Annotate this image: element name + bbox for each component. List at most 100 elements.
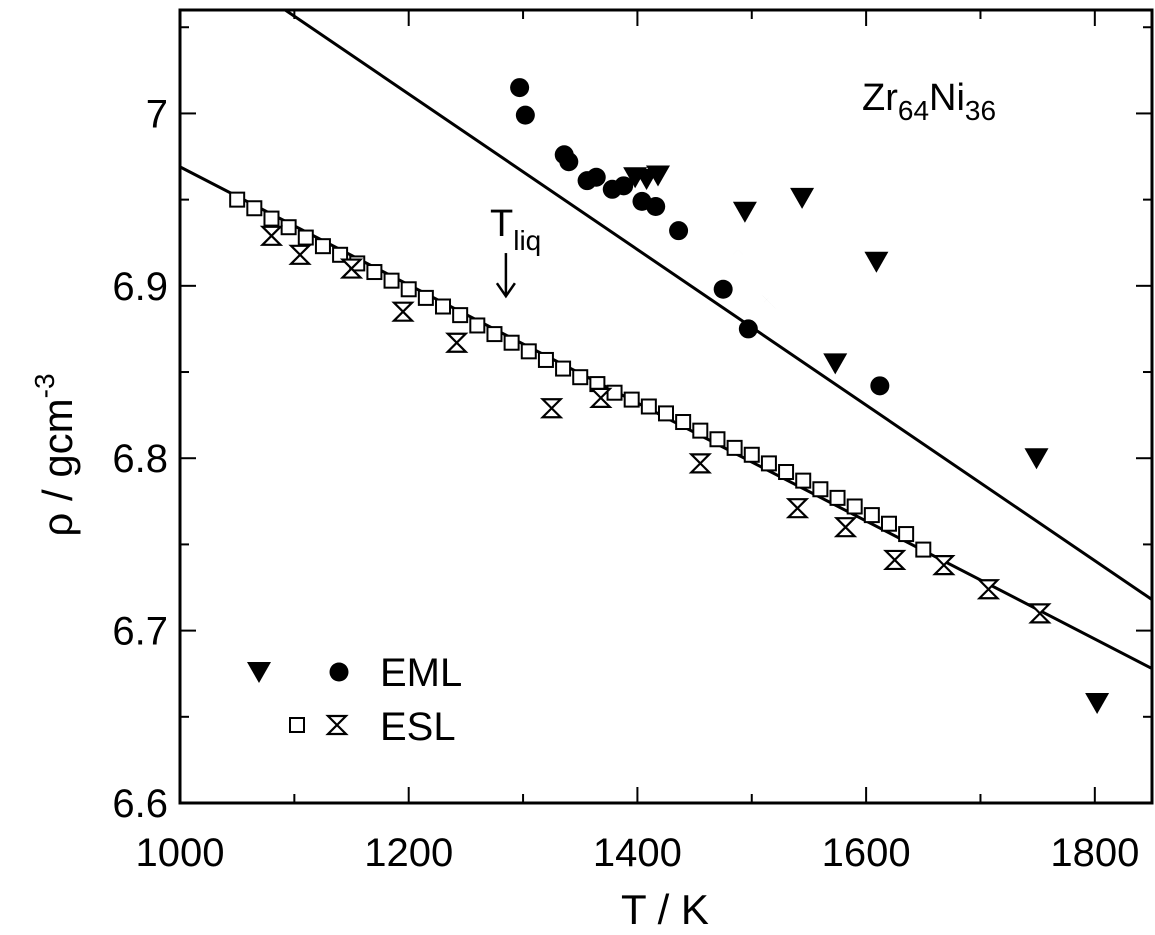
data-point-hourglass-open <box>1028 603 1052 624</box>
legend-marker-circle <box>329 662 349 682</box>
data-point-triangle-down <box>1024 448 1049 470</box>
data-point-hourglass-open <box>445 332 469 353</box>
data-point-square-open <box>555 360 572 377</box>
data-point-bowtie <box>651 283 670 302</box>
tliq-label: Tliq <box>490 203 541 256</box>
axis-ticks: 1000 1200 1400 1600 1800 6.6 6.7 6.8 6.9 7 <box>112 10 1152 875</box>
data-point-circle <box>646 197 666 217</box>
data-point-square-open <box>692 422 709 439</box>
data-point-square-open <box>760 455 777 472</box>
legend-eml-markers <box>247 662 349 683</box>
data-point-hourglass-open <box>339 258 364 279</box>
data-point-bowtie <box>687 226 706 245</box>
data-point-bowtie <box>729 240 748 259</box>
data-point-triangle-down <box>645 165 670 187</box>
data-point-square-open <box>572 369 589 386</box>
y-axis-label: ρ / gcm-3 <box>29 373 81 536</box>
data-point-square-open <box>623 391 640 408</box>
y-tick-label: 6.6 <box>112 782 168 826</box>
data-point-circle <box>870 376 890 396</box>
data-point-square-open <box>452 307 469 324</box>
data-point-square-open <box>314 238 331 255</box>
data-point-bowtie <box>757 290 776 309</box>
data-point-circle <box>738 319 758 339</box>
data-point-hourglass-open <box>288 244 312 265</box>
legend-marker-hourglass-open <box>325 714 349 736</box>
data-point-square-open <box>297 229 314 246</box>
x-tick-label: 1200 <box>364 831 453 875</box>
data-point-hourglass-open <box>259 225 284 246</box>
data-point-square-open <box>726 439 743 456</box>
data-point-square-open <box>366 264 383 281</box>
data-point-square-open <box>880 515 897 532</box>
data-point-hourglass-open <box>589 387 613 408</box>
data-point-circle <box>669 221 689 241</box>
data-point-square-open <box>863 507 880 524</box>
data-point-square-open <box>778 464 795 481</box>
data-point-circle <box>559 152 579 172</box>
plot-frame <box>178 8 1154 805</box>
data-point-triangle-down <box>790 187 815 209</box>
data-point-square-open <box>743 446 760 463</box>
y-tick-label: 6.8 <box>112 437 168 481</box>
data-point-square-open <box>417 289 434 306</box>
y-tick-label: 7 <box>146 92 168 136</box>
legend-marker-square-open <box>289 717 305 733</box>
legend-marker-bowtie <box>290 663 308 681</box>
data-point-bowtie <box>857 414 876 433</box>
data-point-square-open <box>520 343 537 360</box>
legend-esl-markers <box>289 714 349 736</box>
legend-eml-label: EML <box>380 651 462 695</box>
data-point-square-open <box>435 298 452 315</box>
data-point-triangle-down <box>823 353 848 375</box>
data-point-square-open <box>469 317 486 334</box>
data-point-circle <box>614 176 634 196</box>
data-point-bowtie <box>732 290 751 309</box>
data-point-square-open <box>280 219 297 236</box>
data-point-hourglass-open <box>688 453 712 474</box>
data-point-hourglass-open <box>833 517 858 538</box>
data-point-square-open <box>486 326 503 343</box>
data-point-square-open <box>537 351 554 368</box>
data-point-square-open <box>332 246 349 263</box>
data-point-square-open <box>658 405 674 422</box>
marks-layer <box>179 8 1153 715</box>
tliq-arrow <box>495 253 516 299</box>
data-point-hourglass-open <box>391 301 415 322</box>
data-point-bowtie <box>871 376 890 395</box>
data-point-circle <box>510 78 530 98</box>
x-axis-label: T / K <box>621 886 709 933</box>
data-point-bowtie <box>820 275 839 294</box>
data-point-square-open <box>246 200 263 217</box>
fit-line-eml <box>284 8 1153 601</box>
data-point-square-open <box>795 472 812 489</box>
y-tick-label: 6.9 <box>112 265 168 309</box>
data-point-hourglass-open <box>785 498 810 519</box>
data-point-circle <box>586 167 606 187</box>
data-point-triangle-down <box>864 251 889 273</box>
data-point-bowtie <box>682 204 701 223</box>
legend-esl-label: ESL <box>380 705 456 749</box>
compound-label: Zr64Ni36 <box>862 77 996 126</box>
data-point-square-open <box>898 526 915 543</box>
data-point-circle <box>713 279 733 299</box>
data-point-square-open <box>675 414 692 431</box>
data-point-square-open <box>400 281 417 298</box>
y-tick-label: 6.7 <box>112 610 168 654</box>
legend: EML ESL <box>247 651 462 749</box>
legend-marker-triangle-down <box>247 662 271 683</box>
data-point-square-open <box>263 210 280 227</box>
x-tick-label: 1400 <box>593 831 682 875</box>
x-tick-label: 1600 <box>822 831 911 875</box>
data-point-square-open <box>846 498 863 515</box>
data-point-triangle-down <box>732 201 757 223</box>
data-point-triangle-down <box>1085 693 1110 715</box>
data-point-square-open <box>709 431 726 448</box>
data-point-circle <box>515 105 535 125</box>
data-point-hourglass-open <box>976 579 1001 600</box>
data-point-hourglass-open <box>932 554 956 576</box>
data-point-square-open <box>640 398 657 415</box>
data-point-hourglass-open <box>883 549 907 571</box>
data-point-square-open <box>829 489 846 506</box>
data-point-square-open <box>229 191 246 208</box>
